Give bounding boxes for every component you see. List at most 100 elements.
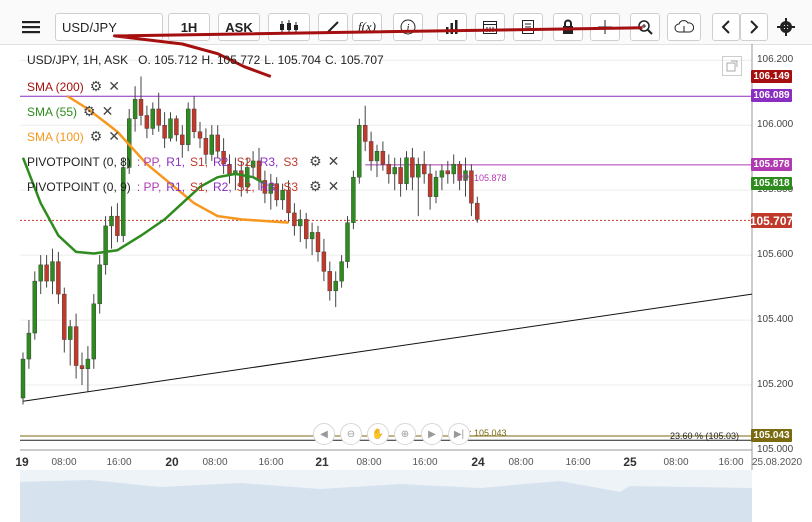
nav-right-button[interactable]: ▶ (421, 423, 443, 445)
chevron-right-icon (750, 20, 759, 34)
reset-icon: ▶| (453, 428, 465, 440)
info-button[interactable]: i (393, 13, 423, 41)
candle-body (91, 303, 97, 360)
candle-body (427, 173, 433, 197)
settings-button[interactable] (777, 18, 795, 36)
chevron-right-icon: ▶ (428, 428, 436, 440)
reset-button[interactable]: ▶| (448, 423, 470, 445)
candle-body (433, 176, 439, 197)
candle-body (392, 167, 397, 175)
candle-body (422, 163, 427, 175)
legend-sma100[interactable]: SMA (100) ⚙ ✕ (27, 128, 120, 145)
gear-icon[interactable]: ⚙ (309, 178, 322, 194)
pan-icon: ✋ (371, 428, 385, 440)
close-icon[interactable]: ✕ (108, 128, 120, 144)
candle-body (345, 222, 350, 262)
sma55-label: SMA (55) (27, 104, 78, 119)
close-icon[interactable]: ✕ (327, 178, 340, 194)
candle-body (209, 134, 215, 155)
candle-body (416, 163, 421, 178)
upload-button[interactable] (667, 13, 701, 41)
candle-body (368, 141, 374, 162)
x-tick-label: 08:00 (508, 457, 534, 468)
lock-button[interactable] (553, 13, 583, 41)
candle-body (138, 99, 144, 116)
candle-body (109, 215, 114, 227)
price-type-selector[interactable]: ASK (218, 13, 260, 41)
candle-body (85, 358, 91, 370)
candle-body (221, 150, 226, 165)
y-tick-label: 105.200 (757, 379, 794, 391)
candle-body (174, 118, 179, 136)
draw-icon (327, 21, 339, 33)
fx-button[interactable]: f(x) (352, 13, 382, 41)
sma100-line (66, 94, 289, 224)
candle-body (274, 183, 279, 201)
gear-icon[interactable]: ⚙ (309, 153, 322, 169)
high-value: H. 105.772 (201, 53, 261, 67)
x-tick-label: 16:00 (258, 457, 284, 468)
price-tag: 106.149 (751, 69, 792, 83)
zoom-out-button[interactable]: ⊖ (340, 423, 362, 445)
x-tick-label: 16:00 (565, 457, 591, 468)
menu-button[interactable] (20, 18, 42, 36)
legend-pivot2[interactable]: PIVOTPOINT (0, 9) : PP, R1, S1, R2, S2, R3, S3… (27, 178, 339, 195)
candle-body (439, 170, 445, 178)
navigator-area (20, 480, 752, 522)
x-tick-label: 08:00 (356, 457, 382, 468)
candle-body (150, 108, 156, 129)
y-tick-label: 105.600 (757, 249, 794, 261)
candle-body (250, 160, 256, 168)
expand-icon (726, 60, 738, 72)
scroll-right-button[interactable] (740, 13, 768, 41)
gear-icon[interactable]: ⚙ (89, 128, 103, 144)
x-tick-label: 21 (315, 455, 329, 469)
gear-icon[interactable]: ⚙ (83, 103, 96, 119)
legend-pivot1[interactable]: PIVOTPOINT (0, 8) : PP, R1, S1, R2, S2, R3, S3… (27, 153, 339, 170)
close-icon[interactable]: ✕ (101, 103, 114, 119)
candle-body (185, 108, 191, 145)
candle-body (215, 134, 220, 152)
sma55-line (21, 157, 266, 255)
candle-body (168, 118, 173, 139)
legend-sma55[interactable]: SMA (55) ⚙ ✕ (27, 103, 113, 120)
low-value: L. 105.704 (264, 53, 321, 67)
fullscreen-button[interactable] (722, 56, 742, 76)
x-tick-label: 08:00 (663, 457, 689, 468)
close-icon[interactable]: ✕ (108, 78, 120, 94)
sma200-line (113, 26, 643, 78)
legend-sma200[interactable]: SMA (200) ⚙ ✕ (27, 78, 120, 95)
chart-type-button[interactable] (268, 13, 310, 41)
candle-body (67, 326, 73, 340)
candle-body (180, 134, 185, 145)
chevron-left-icon: ◀ (320, 428, 328, 440)
price-tag: 105.043 (751, 429, 792, 443)
candle-body (380, 150, 386, 165)
symbol-selector[interactable]: USD/JPY (55, 13, 163, 41)
pivot1-tags: : PP, R1, S1, R2, S2, R3, S3 (136, 154, 299, 169)
pivot1-label: PIVOTPOINT (0, 8) (27, 154, 131, 169)
volume-button[interactable] (437, 13, 467, 41)
pan-button[interactable]: ✋ (367, 423, 389, 445)
draw-button[interactable] (318, 13, 348, 41)
candle-body (38, 264, 43, 282)
svg-text:i: i (407, 23, 410, 34)
close-icon[interactable]: ✕ (327, 153, 340, 169)
candle-body (475, 202, 480, 220)
candle-body (50, 261, 55, 282)
scroll-left-button[interactable] (712, 13, 740, 41)
gear-icon[interactable]: ⚙ (89, 78, 103, 94)
x-tick-label: 25 (623, 455, 637, 469)
notes-button[interactable] (513, 13, 543, 41)
calendar-button[interactable] (475, 13, 505, 41)
x-tick-label: 08:00 (51, 457, 77, 468)
y-tick-label: 106.000 (757, 119, 794, 131)
candle-body (32, 280, 37, 334)
zoom-icon (638, 20, 653, 35)
pivot2-tags: : PP, R1, S1, R2, S2, R3, S3 (136, 179, 299, 194)
zoom-in-button[interactable]: ⊕ (394, 423, 416, 445)
candle-body (333, 280, 338, 292)
nav-left-button[interactable]: ◀ (313, 423, 335, 445)
x-tick-label: 19 (15, 455, 29, 469)
